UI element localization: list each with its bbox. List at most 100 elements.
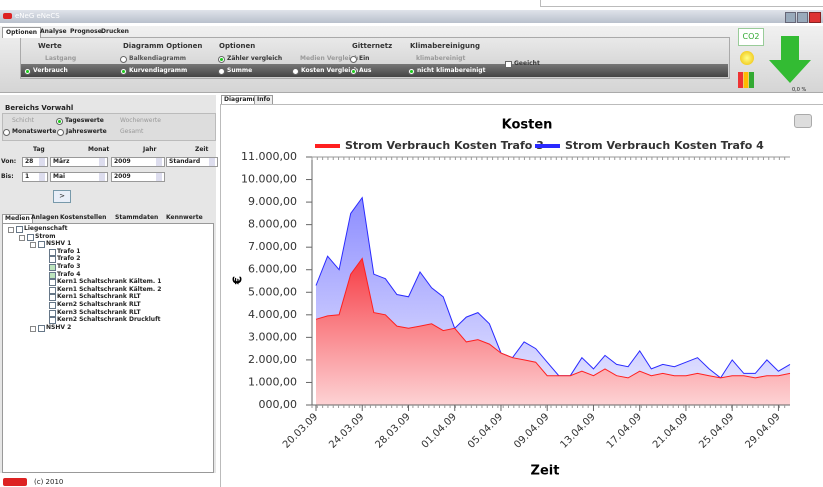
sun-icon[interactable] [740,51,754,65]
radio-button[interactable] [408,68,415,75]
dropdown[interactable]: 2009 [111,172,165,182]
tree-item[interactable]: Kern1 Schaltschrank Kältem. 2 [57,285,162,293]
tree-expander[interactable] [30,242,36,249]
tree-checkbox[interactable] [27,233,34,241]
tree-item[interactable]: Kern2 Schaltschrank Druckluft [57,316,161,324]
dropdown-arrow[interactable] [99,173,105,181]
tree-item[interactable]: Trafo 3 [57,263,81,270]
radio-button[interactable] [120,56,127,63]
range-option[interactable]: Jahreswerte [66,128,107,135]
ribbon-option[interactable]: Lastgang [45,55,77,62]
panel-tab[interactable]: Kennwerte [166,214,203,221]
tree-checkbox[interactable] [49,294,56,302]
tree-checkbox[interactable] [49,302,56,309]
ribbon-dark-row [21,64,728,77]
panel-tab[interactable]: Anlagen [31,214,59,221]
radio-button[interactable] [218,56,225,63]
tree-expander[interactable] [19,234,25,241]
dropdown-arrow[interactable] [156,173,162,181]
tree-item[interactable]: Trafo 4 [57,270,81,278]
dropdown-arrow[interactable] [39,173,45,181]
ribbon-option[interactable]: Kosten Vergleich [301,67,359,74]
ribbon-option[interactable]: Summe [227,67,253,74]
tree-checkbox[interactable] [49,309,56,317]
submit-button[interactable]: > [53,190,71,203]
tree-item[interactable]: NSHV 2 [46,323,72,331]
checkbox-label[interactable]: Geeicht [514,60,540,67]
radio-button[interactable] [350,56,357,63]
tree-checkbox[interactable] [49,248,56,256]
maximize-button[interactable] [797,12,808,23]
dropdown-arrow[interactable] [39,158,45,166]
tree-checkbox[interactable] [38,241,45,249]
radio-button[interactable] [3,129,10,136]
tree-expander[interactable] [30,325,36,332]
checkbox[interactable] [505,61,512,68]
ribbon-option[interactable]: nicht klimabereinigt [417,67,486,74]
tree-checkbox[interactable] [49,279,56,287]
range-option[interactable]: Schicht [12,117,35,124]
search-box[interactable] [540,0,823,7]
radio-button[interactable] [24,68,31,75]
close-button[interactable] [809,12,821,23]
dropdown[interactable]: Standard [166,157,218,167]
dropdown[interactable]: 1 [22,172,48,182]
panel-tab[interactable]: Stammdaten [115,214,159,221]
legend-label: Strom Verbrauch Kosten Trafo 3 [345,139,544,152]
radio-button[interactable] [350,68,357,75]
radio-button[interactable] [120,68,127,75]
radio-button[interactable] [57,129,64,136]
dropdown-arrow[interactable] [99,158,105,166]
tree-item[interactable]: Kern1 Schaltschrank RLT [57,293,141,301]
range-option[interactable]: Gesamt [120,128,144,135]
ribbon-option[interactable]: Aus [359,67,372,74]
panel-tab[interactable]: Kostenstellen [60,214,107,221]
tree-checkbox[interactable] [49,317,56,325]
minimize-button[interactable] [785,12,796,23]
ribbon-option[interactable]: Verbrauch [33,67,68,74]
tree-checkbox[interactable] [16,226,23,233]
dropdown[interactable]: 2009 [111,157,165,167]
ribbon-option[interactable]: klimabereinigt [416,55,466,62]
ribbon-option[interactable]: Zähler vergleich [227,55,283,62]
dropdown[interactable]: März [50,157,108,167]
tree-item[interactable]: Trafo 2 [57,255,81,263]
tree-checkbox[interactable] [49,271,56,279]
tree-expander[interactable] [8,227,14,233]
dropdown-arrow[interactable] [209,158,215,166]
ribbon-option[interactable]: Ein [359,55,370,62]
tree-checkbox[interactable] [49,286,56,294]
ribbon-tab[interactable]: Optionen [2,27,42,38]
ribbon-tab[interactable]: Drucken [101,28,129,35]
range-option[interactable]: Monatswerte [12,128,57,135]
tree-checkbox[interactable] [49,264,56,271]
dropdown[interactable]: Mai [50,172,108,182]
ribbon-tab[interactable]: Prognose [70,28,102,35]
range-option[interactable]: Wochenwerte [120,117,161,124]
tree-checkbox[interactable] [38,324,45,332]
ribbon-tab[interactable]: Analyse [40,28,67,35]
dropdown-arrow[interactable] [156,158,162,166]
co2-icon[interactable]: CO2 [738,28,764,46]
tree-checkbox[interactable] [49,256,56,264]
ribbon-option[interactable]: Balkendiagramm [129,55,187,62]
bars-icon[interactable] [738,72,754,88]
tree-item[interactable]: Liegenschaft [24,225,68,232]
panel-tab[interactable]: Medien [2,214,33,223]
y-tick-label: 000,00 [259,398,298,411]
radio-button[interactable] [292,68,299,75]
chart-tab[interactable]: Info [254,95,274,104]
ribbon-option[interactable]: Kurvendiagramm [129,67,188,74]
tree-item[interactable]: Kern3 Schaltschrank RLT [57,308,141,316]
tree-item[interactable]: Trafo 1 [57,247,81,255]
ribbon-option[interactable]: Medien Vergleich [300,55,359,62]
tree-item[interactable]: Strom [35,232,56,240]
tree-item[interactable]: NSHV 1 [46,240,72,248]
tree-item[interactable]: Kern1 Schaltschrank Kältem. 1 [57,278,162,286]
tree-item[interactable]: Kern2 Schaltschrank RLT [57,301,141,308]
dropdown[interactable]: 28 [22,157,48,167]
range-option[interactable]: Tageswerte [65,117,104,124]
zoom-icon[interactable] [794,114,812,128]
radio-button[interactable] [56,118,63,125]
radio-button[interactable] [218,68,225,75]
